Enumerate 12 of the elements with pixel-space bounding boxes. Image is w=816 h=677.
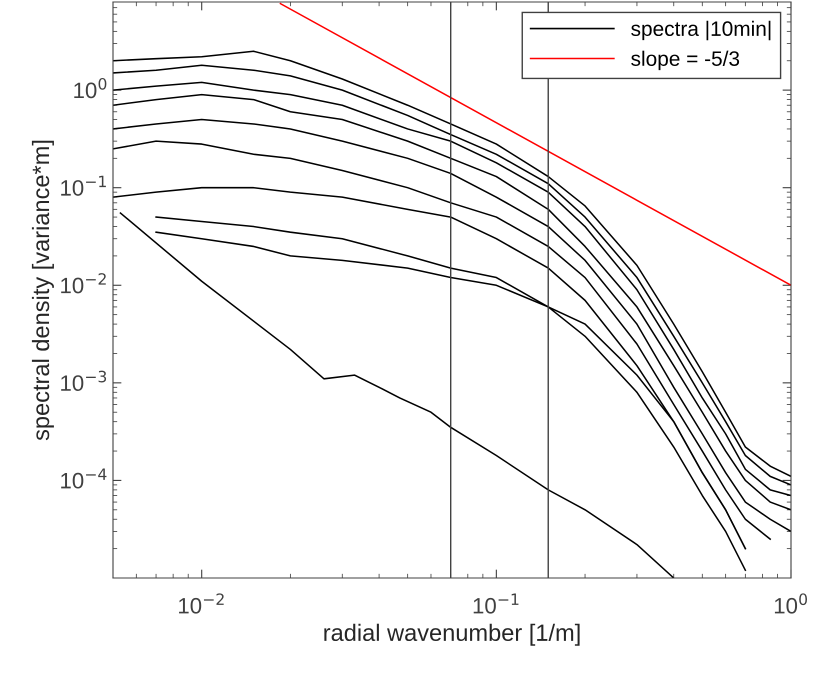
y-tick-label: 10$^{−3}$ [61, 370, 106, 391]
legend-label: slope = -5/3 [631, 50, 740, 70]
x-tick-label: 10$^{−1}$ [474, 594, 518, 614]
y-tick-label: 10$^{0}$ [74, 78, 106, 98]
legend-label: spectra |10min| [631, 20, 770, 40]
x-axis-title: radial wavenumber [1/m] [324, 624, 580, 646]
y-tick-label: 10$^{−4}$ [61, 468, 106, 489]
y-tick-label: 10$^{−1}$ [61, 176, 106, 196]
y-axis-title: spectral density [variance*m] [32, 140, 54, 440]
y-tick-label: 10$^{−2}$ [61, 273, 106, 294]
x-tick-label: 10$^{−2}$ [179, 593, 224, 614]
x-tick-label: 10$^{0}$ [774, 593, 808, 614]
